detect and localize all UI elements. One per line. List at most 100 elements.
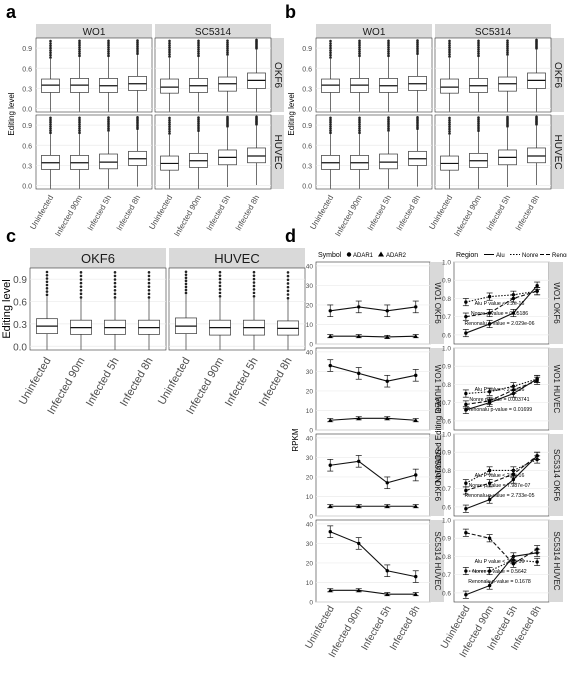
facet-strip [549,520,563,602]
data-point-triangle [384,504,390,509]
outlier-point [49,49,52,52]
data-point-triangle [384,416,390,421]
y-tick-label: 0.9 [302,123,312,130]
outlier-point [329,51,332,55]
y-tick-label: 0.0 [302,107,312,114]
data-point [328,463,332,467]
outlier-point [78,43,81,47]
y-tick-label: 0.0 [22,184,32,191]
outlier-point [448,44,451,47]
y-tick-label: 40 [306,349,314,356]
outlier-point [477,54,480,58]
data-point [487,294,492,299]
x-tick-label: Infected 5h [205,194,233,233]
series-line [465,455,538,510]
legend-title: Region [456,252,478,259]
facet-label: OKF6 [272,62,283,89]
p-value-annotation: Nonre p-value = 0.003741 [469,397,529,403]
outlier-point [197,121,200,125]
x-tick-label: Infected 5h [485,194,513,233]
outlier-point [387,121,390,125]
outlier-point [45,280,49,284]
outlier-point [416,52,419,56]
outlier-point [477,39,480,43]
facet-label: HUVEC [272,134,283,169]
outlier-point [387,50,390,53]
series-line [465,290,538,303]
outlier-point [136,52,139,56]
y-tick-label: 10 [306,494,314,501]
data-point-triangle [356,416,362,421]
outlier-point [49,44,52,48]
outlier-point [387,48,390,51]
outlier-point [168,39,171,43]
outlier-point [387,129,390,132]
series-line [465,380,538,406]
outlier-point [78,52,81,55]
p-value-annotation: Alu P value < 2.2e-16 [475,559,525,565]
plot-panel [453,433,550,517]
y-tick-label: 0.6 [22,66,32,73]
outlier-point [197,48,200,51]
y-tick-label: 0 [309,428,313,435]
outlier-point [448,132,451,135]
outlier-point [535,38,538,42]
x-tick-label: Uninfected [28,194,55,232]
facet-label: HUVEC [552,134,563,169]
outlier-point [329,116,332,120]
x-tick-label: Infected 90m [172,193,203,238]
outlier-point [49,53,52,57]
series-line [330,531,416,578]
y-tick-label: 40 [306,521,314,528]
outlier-point [168,50,171,54]
outlier-point [49,42,52,45]
data-point-triangle [327,418,333,423]
outlier-point [184,279,188,283]
outlier-point [168,132,171,135]
outlier-point [78,45,81,49]
box [41,78,60,93]
outlier-point [197,129,200,133]
y-tick-label: 20 [306,474,314,481]
plot-panel [453,519,550,603]
outlier-point [387,116,390,119]
p-value-annotation: Renonalu p-value = 0.1678 [468,579,531,585]
outlier-point [197,41,200,45]
outlier-point [79,274,83,278]
outlier-point [49,56,52,59]
outlier-point [226,49,229,52]
outlier-point [79,285,83,288]
outlier-point [477,125,480,129]
outlier-point [49,46,52,50]
outlier-point [197,123,200,127]
outlier-point [506,53,509,56]
outlier-point [506,43,509,46]
outlier-point [78,122,81,126]
y-tick-label: 0.9 [442,364,451,371]
data-point-triangle [327,504,333,509]
panel-letter: a [6,2,17,22]
facet-label: SC5314 [475,27,512,38]
outlier-point [477,127,480,131]
outlier-point [477,52,480,55]
outlier-point [168,52,171,56]
y-tick-label: 0.8 [442,382,451,389]
outlier-point [168,55,171,58]
outlier-point [79,271,83,274]
y-tick-label: 20 [306,388,314,395]
series-line [330,417,416,421]
y-tick-label: 10 [306,322,314,329]
plot-panel [315,433,431,517]
y-axis-label: Editing level [1,279,13,338]
outlier-point [387,127,390,130]
x-tick-label: Infected 5h [366,194,394,233]
data-point [328,530,332,534]
outlier-point [184,285,188,289]
facet-label: WO1 OKF6 [552,282,561,324]
y-tick-label: 30 [306,455,314,462]
outlier-point [387,43,390,47]
outlier-point [184,288,188,292]
series-line [330,589,416,595]
y-tick-label: 0.8 [442,468,451,475]
